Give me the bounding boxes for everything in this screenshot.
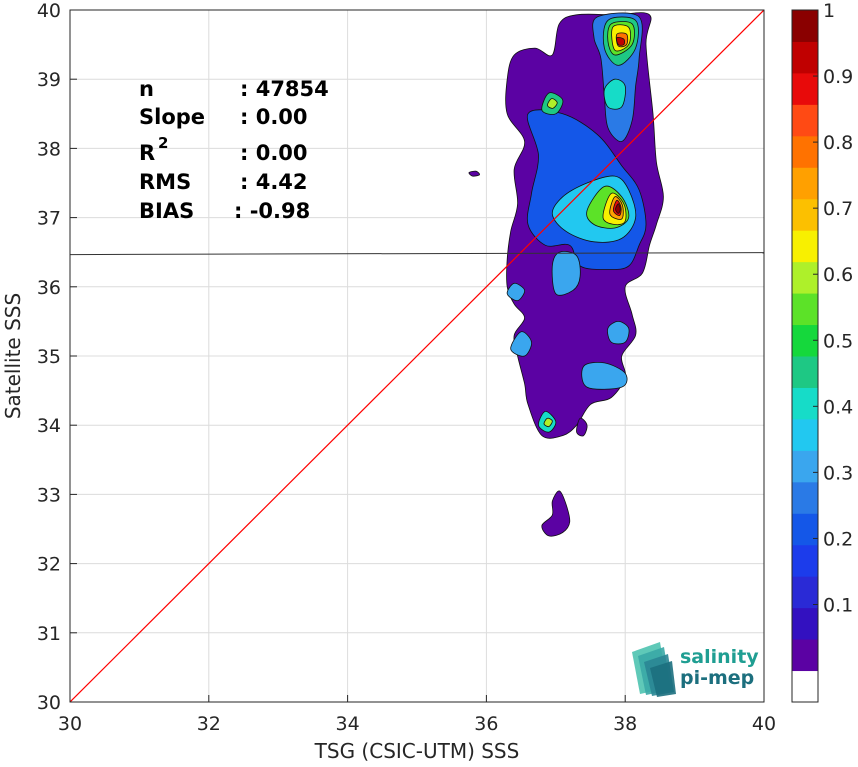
colorbar-tick-label: 0.3	[823, 462, 853, 484]
colorbar-tick-label: 0.8	[823, 132, 853, 154]
y-tick-label: 36	[37, 277, 61, 299]
salinity-pimep-logo: salinity pi-mep	[632, 642, 759, 697]
colorbar-segment	[792, 387, 818, 420]
colorbar-segment	[792, 230, 818, 263]
colorbar	[791, 9, 819, 703]
colorbar-segment	[792, 261, 818, 294]
x-axis-label: TSG (CSIC-UTM) SSS	[314, 739, 520, 763]
horizontal-line	[70, 252, 764, 256]
y-tick-label: 38	[37, 138, 61, 160]
x-tick-label: 30	[58, 713, 82, 735]
colorbar-segment	[792, 544, 818, 577]
colorbar-segment	[792, 481, 818, 514]
stat-r2-sup: 2	[158, 134, 168, 152]
density-contour	[616, 36, 625, 46]
y-axis-ticks: 30 31 32 33 34 35 36 37 38 39 40	[37, 0, 77, 714]
colorbar-segment	[792, 104, 818, 137]
density-contour	[543, 417, 553, 428]
y-axis-label: Satellite SSS	[1, 293, 25, 419]
one-to-one-line	[70, 10, 764, 702]
colorbar-segment	[792, 607, 818, 640]
colorbar-segment	[792, 670, 818, 703]
stat-rms-label: RMS	[139, 170, 191, 194]
colorbar-segment	[792, 72, 818, 105]
colorbar-segment	[792, 513, 818, 546]
colorbar-segment	[792, 450, 818, 483]
y-tick-label: 34	[37, 415, 61, 437]
density-contour	[607, 320, 630, 345]
colorbar-tick-label: 0.1	[823, 594, 853, 616]
stat-r2-value: : 0.00	[240, 141, 308, 165]
x-axis-ticks: 30 32 34 36 38 40	[58, 695, 776, 735]
stat-bias-label: BIAS	[139, 199, 194, 223]
density-contour	[581, 362, 628, 390]
grid	[69, 9, 765, 703]
density-contour	[615, 203, 621, 214]
colorbar-tick-label: 0.2	[823, 528, 853, 550]
colorbar-segment	[792, 135, 818, 168]
logo-text-line1: salinity	[680, 646, 759, 668]
colorbar-segment	[792, 576, 818, 609]
density-contour	[468, 170, 480, 177]
colorbar-segment	[792, 167, 818, 200]
colorbar-segment	[792, 418, 818, 451]
reference-lines	[70, 10, 764, 702]
stat-bias-value: : -0.98	[234, 199, 310, 223]
y-tick-label: 31	[37, 623, 61, 645]
colorbar-frame	[791, 9, 819, 703]
x-tick-label: 36	[474, 713, 498, 735]
colorbar-segment	[792, 293, 818, 326]
stat-slope-value: : 0.00	[240, 105, 308, 129]
density-contour	[551, 251, 581, 296]
y-tick-label: 39	[37, 69, 61, 91]
x-tick-label: 38	[613, 713, 637, 735]
density-contours	[468, 12, 664, 537]
stat-n-label: n	[139, 77, 154, 101]
y-tick-label: 33	[37, 484, 61, 506]
logo-text-line2: pi-mep	[680, 667, 754, 689]
colorbar-tick-label: 0.9	[823, 66, 853, 88]
density-contour	[541, 490, 571, 537]
density-contour	[510, 331, 532, 357]
y-tick-label: 32	[37, 554, 61, 576]
x-tick-label: 32	[197, 713, 221, 735]
colorbar-segment	[792, 198, 818, 231]
logo-waves-icon	[632, 642, 676, 697]
colorbar-tick-label: 0.7	[823, 198, 853, 220]
colorbar-segment	[792, 639, 818, 672]
density-contour	[603, 78, 626, 110]
x-tick-label: 40	[752, 713, 776, 735]
colorbar-tick-label: 1	[823, 0, 835, 22]
colorbar-tick-label: 0.4	[823, 396, 853, 418]
colorbar-segment	[792, 41, 818, 74]
colorbar-segment	[792, 10, 818, 42]
colorbar-tick-label: 0.6	[823, 264, 853, 286]
stat-rms-value: : 4.42	[240, 170, 308, 194]
colorbar-tick-label: 0.5	[823, 330, 853, 352]
stat-r2-label: R	[139, 141, 155, 165]
colorbar-ticks: 0.1 0.2 0.3 0.4 0.5 0.6 0.7 0.8 0.9 1	[813, 0, 853, 616]
y-tick-label: 40	[37, 0, 61, 22]
colorbar-segment	[792, 356, 818, 388]
x-tick-label: 34	[336, 713, 360, 735]
stats-panel: n : 47854 Slope : 0.00 R 2 : 0.00 RMS : …	[139, 77, 329, 223]
density-contour	[506, 282, 526, 302]
y-tick-label: 37	[37, 208, 61, 230]
y-tick-label: 35	[37, 346, 61, 368]
density-contour	[576, 417, 588, 437]
stat-n-value: : 47854	[240, 77, 329, 101]
y-tick-label: 30	[37, 692, 61, 714]
density-contour	[547, 98, 558, 109]
stat-slope-label: Slope	[139, 105, 205, 129]
